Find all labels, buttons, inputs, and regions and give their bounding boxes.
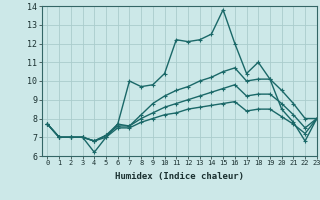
- X-axis label: Humidex (Indice chaleur): Humidex (Indice chaleur): [115, 172, 244, 181]
